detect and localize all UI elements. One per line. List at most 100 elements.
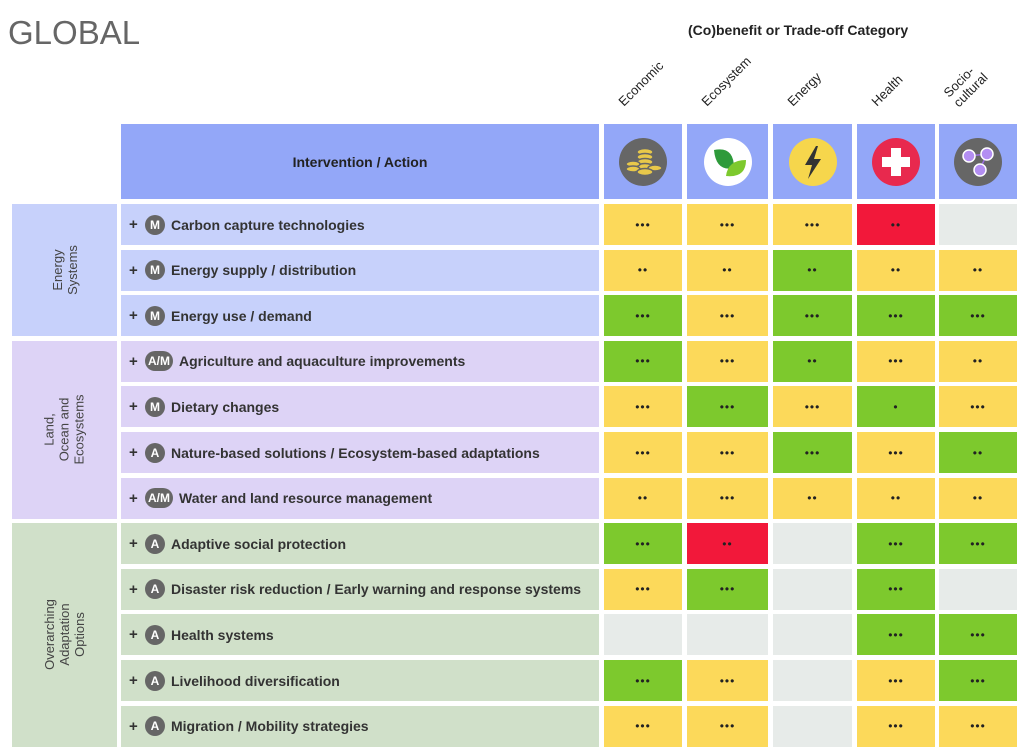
expand-icon[interactable]: + (129, 261, 138, 279)
intervention-row[interactable]: + A Health systems (121, 614, 599, 656)
rating-cell-yellow[interactable]: ••• (857, 340, 935, 382)
intervention-label: Carbon capture technologies (171, 216, 365, 233)
rating-cell-empty[interactable] (773, 660, 852, 701)
rating-cell-green[interactable]: ••• (939, 660, 1017, 701)
rating-cell-green[interactable]: ••• (604, 523, 682, 565)
expand-icon[interactable]: + (129, 216, 138, 233)
rating-cell-yellow[interactable]: ••• (604, 568, 682, 610)
rating-cell-yellow[interactable]: ••• (773, 204, 852, 245)
intervention-row[interactable]: + M Carbon capture technologies (121, 204, 599, 245)
rating-cell-green[interactable]: ••• (857, 295, 935, 337)
rating-cell-green[interactable]: ••• (857, 523, 935, 565)
intervention-row[interactable]: + M Energy use / demand (121, 295, 599, 337)
intervention-row[interactable]: + A/M Water and land resource management (121, 477, 599, 519)
rating-cell-yellow[interactable]: ••• (687, 432, 768, 473)
rating-cell-green[interactable]: ••• (773, 432, 852, 473)
rating-cell-empty[interactable] (773, 523, 852, 565)
rating-cell-empty[interactable] (939, 204, 1017, 245)
rating-cell-yellow[interactable]: •• (939, 249, 1017, 291)
intervention-label: Livelihood diversification (171, 672, 340, 689)
expand-icon[interactable]: + (129, 398, 138, 416)
rating-cell-yellow[interactable]: ••• (604, 432, 682, 473)
rating-cell-yellow[interactable]: ••• (687, 660, 768, 701)
rating-cell-yellow[interactable]: ••• (939, 705, 1017, 747)
type-badge: M (145, 260, 165, 281)
rating-cell-yellow[interactable]: ••• (604, 386, 682, 428)
rating-cell-green[interactable]: •• (773, 249, 852, 291)
rating-cell-green[interactable]: ••• (939, 523, 1017, 565)
expand-icon[interactable]: + (129, 307, 138, 325)
rating-cell-yellow[interactable]: •• (857, 249, 935, 291)
intervention-row[interactable]: + M Energy supply / distribution (121, 249, 599, 291)
intervention-label: Dietary changes (171, 398, 280, 415)
rating-cell-yellow[interactable]: •• (687, 249, 768, 291)
category-header-4 (939, 124, 1017, 199)
intervention-row[interactable]: + A Livelihood diversification (121, 660, 599, 701)
rating-cell-green[interactable]: ••• (773, 295, 852, 337)
rating-cell-yellow[interactable]: ••• (939, 386, 1017, 428)
intervention-row[interactable]: + A/M Agriculture and aquaculture improvem… (121, 340, 599, 382)
rating-cell-yellow[interactable]: ••• (604, 705, 682, 747)
expand-icon[interactable]: + (129, 352, 138, 370)
rating-cell-empty[interactable] (939, 568, 1017, 610)
intervention-row[interactable]: + A Nature-based solutions / Ecosystem-bas… (121, 432, 599, 473)
rating-cell-green[interactable]: ••• (939, 295, 1017, 337)
rating-cell-green[interactable]: ••• (604, 340, 682, 382)
intervention-row[interactable]: + M Dietary changes (121, 386, 599, 428)
rating-cell-yellow[interactable]: ••• (687, 477, 768, 519)
rating-cell-green[interactable]: ••• (939, 614, 1017, 656)
rating-cell-red[interactable]: •• (687, 523, 768, 565)
expand-icon[interactable]: + (129, 580, 138, 598)
rating-cell-green[interactable]: ••• (604, 660, 682, 701)
rating-cell-yellow[interactable]: ••• (857, 660, 935, 701)
rating-cell-green[interactable]: • (857, 386, 935, 428)
rating-cell-yellow[interactable]: •• (773, 477, 852, 519)
intervention-row[interactable]: + A Migration / Mobility strategies (121, 705, 599, 747)
rating-cell-green[interactable]: ••• (687, 386, 768, 428)
intervention-row[interactable]: + A Adaptive social protection (121, 523, 599, 565)
type-badge: M (145, 305, 165, 326)
rating-cell-yellow[interactable]: ••• (687, 705, 768, 747)
expand-icon[interactable]: + (129, 717, 138, 735)
rating-cell-yellow[interactable]: ••• (687, 340, 768, 382)
type-badge: A/M (145, 351, 173, 372)
rating-cell-yellow[interactable]: •• (604, 249, 682, 291)
leaf-icon (703, 137, 752, 186)
rating-cell-yellow[interactable]: ••• (687, 295, 768, 337)
rating-cell-red[interactable]: •• (857, 204, 935, 245)
intervention-row[interactable]: + A Disaster risk reduction / Early warnin… (121, 568, 599, 610)
expand-icon[interactable]: + (129, 444, 138, 461)
expand-icon[interactable]: + (129, 626, 138, 644)
rating-cell-empty[interactable] (604, 614, 682, 656)
rating-cell-yellow[interactable]: ••• (604, 204, 682, 245)
rating-cell-green[interactable]: •• (773, 340, 852, 382)
expand-icon[interactable]: + (129, 489, 138, 507)
rating-cell-yellow[interactable]: ••• (773, 386, 852, 428)
rating-cell-yellow[interactable]: •• (857, 477, 935, 519)
rating-cell-empty[interactable] (687, 614, 768, 656)
intervention-label: Migration / Mobility strategies (171, 718, 369, 735)
type-badge: M (145, 214, 165, 235)
rating-cell-green[interactable]: ••• (604, 295, 682, 337)
rating-cell-green[interactable]: ••• (857, 614, 935, 656)
rating-cell-green[interactable]: ••• (857, 568, 935, 610)
category-header-2 (773, 124, 852, 199)
rating-cell-green[interactable]: •• (939, 432, 1017, 473)
expand-icon[interactable]: + (129, 535, 138, 553)
rating-cell-yellow[interactable]: ••• (687, 204, 768, 245)
rating-cell-yellow[interactable]: ••• (857, 432, 935, 473)
rating-cell-green[interactable]: ••• (687, 568, 768, 610)
rating-cell-yellow[interactable]: •• (939, 340, 1017, 382)
intervention-label: Energy supply / distribution (171, 262, 357, 279)
type-badge: M (145, 396, 165, 417)
rating-cell-yellow[interactable]: •• (604, 477, 682, 519)
category-header-1 (687, 124, 768, 199)
rating-cell-empty[interactable] (773, 614, 852, 656)
group-label: Energy Systems (12, 204, 117, 337)
rating-cell-empty[interactable] (773, 568, 852, 610)
rating-cell-yellow[interactable]: ••• (857, 705, 935, 747)
rating-cell-yellow[interactable]: •• (939, 477, 1017, 519)
rating-cell-empty[interactable] (773, 705, 852, 747)
expand-icon[interactable]: + (129, 672, 138, 689)
category-header-3 (857, 124, 935, 199)
